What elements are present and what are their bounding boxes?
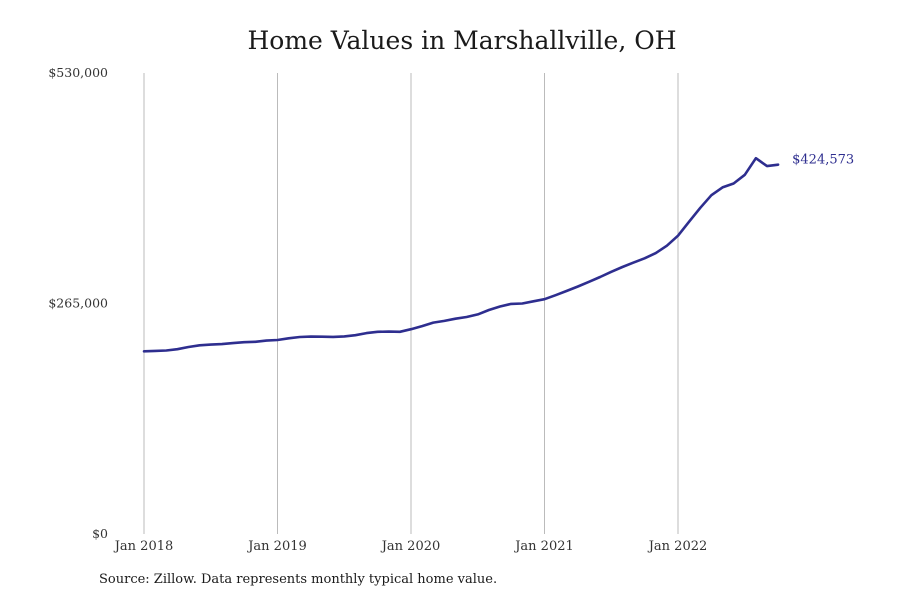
series-layer: $424,573 — [142, 153, 854, 353]
x-tick-label: Jan 2019 — [246, 539, 307, 554]
end-value-label: $424,573 — [792, 153, 854, 168]
x-tick-label: Jan 2018 — [113, 539, 174, 554]
x-tick-label: Jan 2021 — [513, 539, 574, 554]
y-tick-label: $265,000 — [48, 296, 108, 311]
y-tick-label: $0 — [92, 526, 108, 541]
y-tick-label: $530,000 — [48, 65, 108, 80]
x-tick-label: Jan 2020 — [380, 539, 441, 554]
x-axis-ticks: Jan 2018 Jan 2019 Jan 2020 Jan 2021 Jan 2022 — [113, 539, 708, 554]
y-axis-ticks: $0 $265,000 $530,000 — [48, 65, 108, 541]
x-tick-label: Jan 2022 — [647, 539, 708, 554]
chart-title: Home Values in Marshallville, OH — [247, 26, 677, 55]
source-note: Source: Zillow. Data represents monthly … — [99, 572, 498, 587]
grid-lines — [143, 73, 679, 534]
home-value-line — [142, 156, 780, 353]
